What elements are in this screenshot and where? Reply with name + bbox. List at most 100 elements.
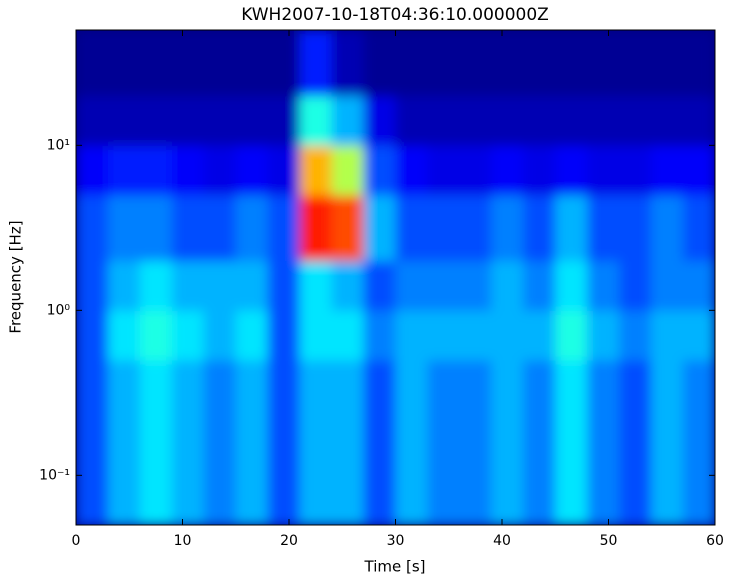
heat-cell	[555, 260, 588, 311]
heat-cell	[395, 360, 428, 427]
heat-cell	[235, 260, 269, 311]
heat-cell	[427, 260, 460, 311]
heat-cell	[299, 360, 333, 427]
heat-cell	[427, 360, 460, 427]
heat-cell	[76, 30, 109, 97]
heat-cell	[523, 195, 556, 262]
heat-cell	[107, 95, 141, 146]
heat-cell	[651, 310, 684, 361]
heat-cell	[76, 260, 109, 311]
x-tick-label: 40	[493, 533, 511, 549]
heat-cell	[139, 95, 173, 146]
heat-cell	[587, 260, 620, 311]
heat-cell	[139, 30, 173, 97]
heat-cell	[587, 145, 620, 196]
heat-cell	[683, 310, 715, 361]
heat-cell	[363, 30, 396, 97]
heat-cell	[555, 475, 588, 525]
heat-cell	[587, 360, 620, 427]
heat-cell	[395, 425, 428, 476]
heat-cell	[76, 195, 109, 262]
heat-cell	[203, 260, 237, 311]
heat-cell	[523, 30, 556, 97]
heat-cell	[555, 360, 588, 427]
heat-cell	[139, 145, 173, 196]
heat-cell	[107, 30, 141, 97]
heat-cell	[267, 145, 301, 196]
heat-cell	[651, 95, 684, 146]
heat-cell	[76, 360, 109, 427]
x-tick-label: 20	[280, 533, 298, 549]
heat-cell	[555, 195, 588, 262]
heat-cell	[139, 260, 173, 311]
heat-cell	[523, 310, 556, 361]
heat-cell	[651, 145, 684, 196]
heat-cell	[331, 260, 365, 311]
heat-cell	[651, 475, 684, 525]
heat-cell	[76, 95, 109, 146]
heat-cell	[683, 95, 715, 146]
heat-cell	[459, 425, 492, 476]
heat-cell	[299, 310, 333, 361]
heat-cell	[139, 425, 173, 476]
heat-cell	[203, 195, 237, 262]
heat-cell	[395, 30, 428, 97]
heat-cell	[427, 145, 460, 196]
plot-frame	[75, 29, 716, 526]
heat-cell	[363, 145, 396, 196]
heat-cell	[299, 30, 333, 97]
heat-cell	[555, 30, 588, 97]
heat-cell	[683, 195, 715, 262]
heat-cell	[683, 475, 715, 525]
heat-cell	[427, 95, 460, 146]
heat-cell	[619, 310, 652, 361]
heat-cell	[395, 95, 428, 146]
heat-cell	[267, 310, 301, 361]
heat-cell	[619, 95, 652, 146]
heat-cell	[203, 425, 237, 476]
heat-cell	[235, 310, 269, 361]
heat-cell	[107, 260, 141, 311]
heat-cell	[171, 475, 205, 525]
heat-cell	[395, 145, 428, 196]
heat-cell	[299, 195, 333, 262]
heat-cell	[267, 195, 301, 262]
heat-cell	[299, 95, 333, 146]
heat-cell	[555, 425, 588, 476]
heat-cell	[683, 425, 715, 476]
heat-cell	[171, 310, 205, 361]
heat-cell	[363, 260, 396, 311]
heat-cell	[459, 475, 492, 525]
heat-cell	[171, 425, 205, 476]
heat-cell	[363, 360, 396, 427]
heat-cell	[395, 195, 428, 262]
heat-cell	[491, 310, 524, 361]
heat-cell	[491, 195, 524, 262]
heat-cell	[459, 145, 492, 196]
y-tick-label: 10⁻¹	[39, 467, 70, 483]
heat-cell	[459, 195, 492, 262]
heat-cell	[203, 360, 237, 427]
heat-cell	[76, 475, 109, 525]
heat-cell	[459, 30, 492, 97]
heat-cell	[267, 30, 301, 97]
heat-cell	[331, 95, 365, 146]
heat-cell	[171, 260, 205, 311]
heat-cell	[555, 95, 588, 146]
heat-cell	[299, 260, 333, 311]
heat-cell	[107, 475, 141, 525]
heat-cell	[619, 30, 652, 97]
heat-cell	[139, 360, 173, 427]
heat-cell	[363, 95, 396, 146]
heat-cell	[459, 260, 492, 311]
heat-cell	[107, 310, 141, 361]
heat-cell	[235, 145, 269, 196]
heat-cell	[587, 425, 620, 476]
heat-cell	[619, 145, 652, 196]
heat-cell	[587, 475, 620, 525]
heat-cell	[76, 310, 109, 361]
heat-cell	[491, 360, 524, 427]
heat-cell	[523, 260, 556, 311]
heat-cell	[619, 260, 652, 311]
